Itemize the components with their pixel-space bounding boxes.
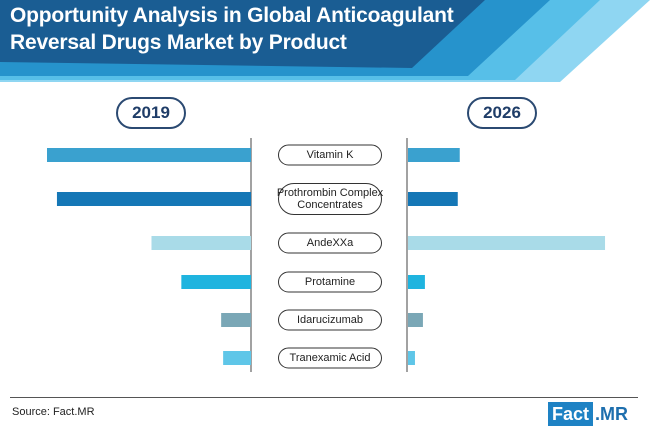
category-label-4: Idarucizumab	[297, 314, 363, 326]
header-shapes	[0, 0, 650, 82]
chart-title-line-2: Reversal Drugs Market by Product	[10, 31, 347, 54]
bar-2019-3	[181, 275, 251, 289]
bar-2019-2	[151, 236, 251, 250]
year-label-right: 2026	[467, 97, 537, 129]
category-pill-1	[278, 183, 382, 215]
bar-2026-0	[408, 148, 460, 162]
bar-2026-4	[408, 313, 423, 327]
category-pill-3	[278, 271, 382, 293]
bar-2026-2	[408, 236, 606, 250]
category-label-3: Protamine	[305, 276, 355, 288]
category-label-2: AndeXXa	[307, 237, 354, 249]
category-label-1-line-0: Prothrombin Complex	[277, 187, 384, 199]
logo-mr-text: .MR	[595, 404, 629, 424]
chart-title: Opportunity Analysis in Global Anticoagu…	[10, 2, 454, 56]
bar-2019-1	[56, 192, 251, 206]
bar-2019-5	[223, 351, 251, 365]
bar-2026-5	[408, 351, 415, 365]
header-band-dark	[0, 0, 485, 68]
bar-2019-0	[47, 148, 251, 162]
category-pill-0	[278, 144, 382, 166]
year-label-left: 2019	[116, 97, 186, 129]
category-pill-2	[278, 232, 382, 254]
category-label-1-line-1: Concentrates	[297, 199, 363, 211]
footer-divider	[10, 397, 638, 398]
category-label-0: Vitamin K	[307, 149, 355, 161]
header-banner: Opportunity Analysis in Global Anticoagu…	[0, 0, 650, 82]
logo-fact-text: Fact	[548, 402, 594, 426]
bar-2026-1	[408, 192, 458, 206]
category-pill-4	[278, 309, 382, 331]
factmr-logo: Fact .MR	[548, 402, 628, 426]
bar-2019-4	[221, 313, 251, 327]
chart-title-line-1: Opportunity Analysis in Global Anticoagu…	[10, 4, 454, 27]
category-pill-5	[278, 347, 382, 369]
bar-2026-3	[408, 275, 425, 289]
category-label-5: Tranexamic Acid	[290, 352, 371, 364]
source-text: Source: Fact.MR	[12, 406, 95, 418]
